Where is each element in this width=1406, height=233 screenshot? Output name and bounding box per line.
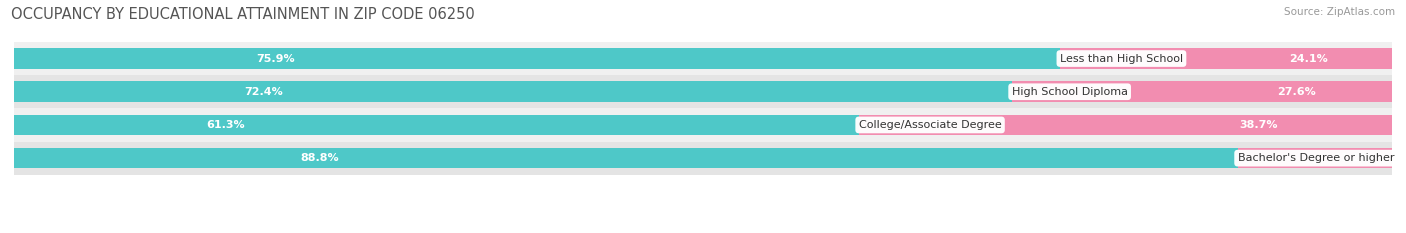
Text: 75.9%: 75.9% xyxy=(256,54,295,64)
Text: Bachelor's Degree or higher: Bachelor's Degree or higher xyxy=(1237,153,1395,163)
Text: 11.2%: 11.2% xyxy=(1334,153,1372,163)
Bar xyxy=(1237,148,1392,168)
Bar xyxy=(1060,48,1392,69)
Text: 27.6%: 27.6% xyxy=(1278,87,1316,97)
Bar xyxy=(14,75,1392,108)
Text: 61.3%: 61.3% xyxy=(205,120,245,130)
Legend: Owner-occupied, Renter-occupied: Owner-occupied, Renter-occupied xyxy=(588,232,818,233)
Text: College/Associate Degree: College/Associate Degree xyxy=(859,120,1001,130)
Bar xyxy=(859,115,1392,135)
Text: Source: ZipAtlas.com: Source: ZipAtlas.com xyxy=(1284,7,1395,17)
Bar xyxy=(14,82,1012,102)
Bar xyxy=(14,108,1392,142)
Bar xyxy=(14,115,859,135)
Bar xyxy=(1012,82,1392,102)
Text: Less than High School: Less than High School xyxy=(1060,54,1182,64)
Text: 72.4%: 72.4% xyxy=(245,87,283,97)
Bar xyxy=(14,48,1060,69)
Bar xyxy=(14,42,1392,75)
Text: High School Diploma: High School Diploma xyxy=(1012,87,1128,97)
Bar xyxy=(14,142,1392,175)
Text: 24.1%: 24.1% xyxy=(1289,54,1329,64)
Text: 88.8%: 88.8% xyxy=(301,153,339,163)
Text: OCCUPANCY BY EDUCATIONAL ATTAINMENT IN ZIP CODE 06250: OCCUPANCY BY EDUCATIONAL ATTAINMENT IN Z… xyxy=(11,7,475,22)
Bar xyxy=(14,148,1237,168)
Text: 38.7%: 38.7% xyxy=(1239,120,1278,130)
